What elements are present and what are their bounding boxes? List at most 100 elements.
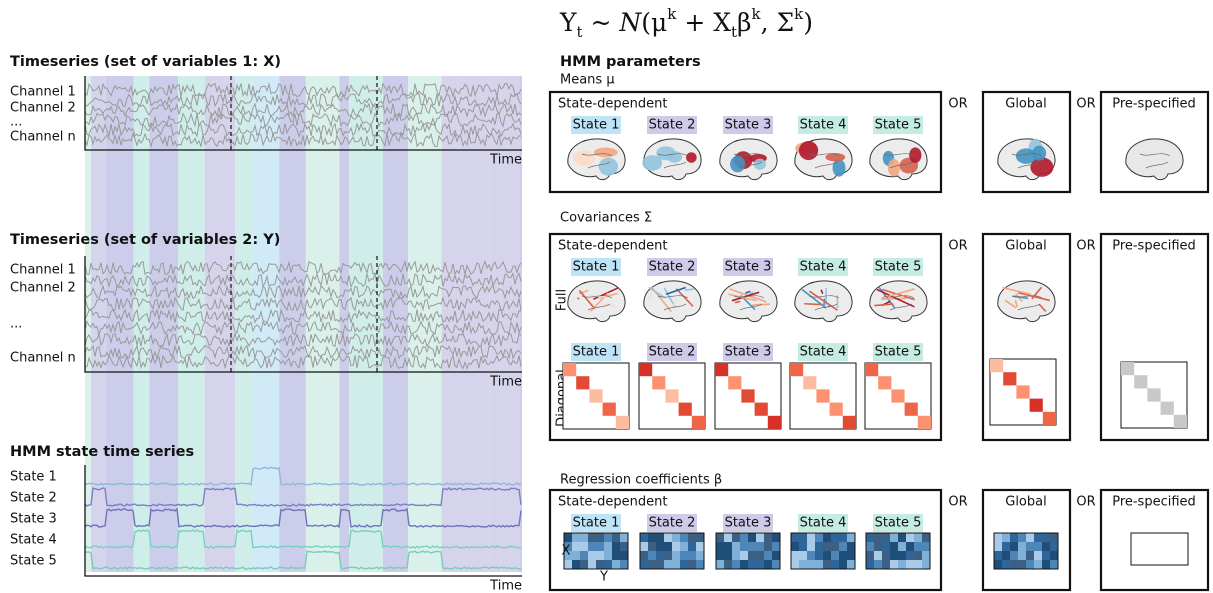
coef-cell [612,533,620,542]
coef-cell [866,560,874,569]
coef-cell [716,551,724,560]
matrix-cell [603,403,616,416]
coef-cell [807,560,815,569]
connection [804,304,822,305]
coef-cell [866,542,874,551]
matrix-cell [1174,415,1187,428]
coef-cell [620,551,628,560]
matrix-cell [563,363,576,376]
coef-cell [807,533,815,542]
coef-cell [672,560,680,569]
matrix-cell [843,416,856,429]
brain [644,281,701,322]
coef-cell [716,560,724,569]
coef-cell [874,542,882,551]
or-label: OR [948,495,967,510]
coef-cell [688,533,696,542]
coef-cell [922,560,930,569]
coef-cell [716,533,724,542]
coef-cell [823,560,831,569]
state-label: State 3 [725,118,772,133]
activation [909,147,921,163]
state-label: State 3 [725,260,772,275]
matrix-cell [1161,402,1174,415]
coef-cell [724,542,732,551]
coef-cell [688,560,696,569]
coef-cell [580,542,588,551]
coef-cell [716,542,724,551]
coef-cell [1002,551,1010,560]
matrix-cell [1147,388,1160,401]
coef-cell [724,551,732,560]
coef-cell [882,533,890,542]
brain [642,139,701,180]
channel-label: Channel 2 [10,281,76,296]
coef-cell [564,533,572,542]
coef-cell [696,551,704,560]
matrix-cell [665,389,678,402]
coef-cell [664,533,672,542]
brain-outline [568,281,625,322]
coef-cell [791,542,799,551]
coef-cell [815,560,823,569]
coef-cell [831,551,839,560]
coef-cell [1042,533,1050,542]
coef-cell [640,542,648,551]
coef-cell [890,551,898,560]
coef-cell [764,542,772,551]
coef-cell [1042,542,1050,551]
matrix-cell [865,363,878,376]
matrix-cell [1003,372,1016,385]
matrix-cell [639,363,652,376]
coef-cell [732,542,740,551]
coef-cell [772,533,780,542]
coef-cell [648,560,656,569]
coef-cell [1050,533,1058,542]
coef-cell [914,533,922,542]
coef-cell [1018,533,1026,542]
coef-cell [1010,542,1018,551]
coef-cell [922,533,930,542]
coef-cell [823,533,831,542]
activation [888,159,900,177]
axis-label: Time [489,153,522,168]
state-label: State 2 [649,118,696,133]
coef-cell [1010,560,1018,569]
axis-label: Time [489,579,522,593]
coef-cell [604,533,612,542]
coef-cell [748,551,756,560]
activation [799,141,818,160]
matrix-cell [741,389,754,402]
coef-cell [898,560,906,569]
coef-cell [874,551,882,560]
coef-cell [696,542,704,551]
coef-cell [588,533,596,542]
coef-cell [740,560,748,569]
activation [599,158,618,176]
coef-cell [906,542,914,551]
coef-cell [724,560,732,569]
coef-cell [874,533,882,542]
coef-cell [1034,533,1042,542]
state-label: State 1 [10,470,57,485]
formula: Yt ~ N(μk + Xtβk, Σk) [559,5,813,41]
coef-cell [890,560,898,569]
state-label: State 1 [573,118,620,133]
coef-cell [612,542,620,551]
channel-label: ... [10,115,22,130]
coef-cell [620,560,628,569]
coef-cell [656,551,664,560]
coef-cell [823,542,831,551]
coef-cell [831,560,839,569]
empty-coef [1131,533,1188,565]
coef-cell [823,551,831,560]
brain-outline [1126,139,1183,180]
coef-cell [906,560,914,569]
axis-label: Y [599,570,608,585]
coef-cell [807,542,815,551]
state-label: State 2 [10,491,57,506]
coef-cell [748,533,756,542]
panel-title: HMM state time series [10,444,194,460]
state-label: State 1 [573,345,620,360]
coef-cell [648,542,656,551]
